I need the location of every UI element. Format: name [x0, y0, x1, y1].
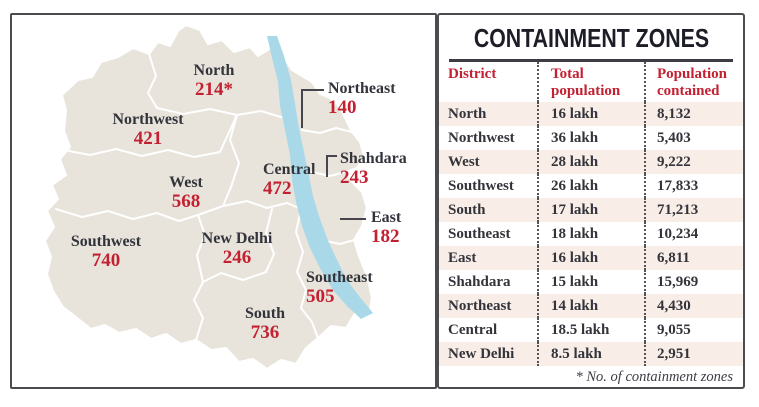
table-row-district: East [439, 246, 537, 270]
district-name: Northeast [328, 80, 396, 97]
zone-count: 736 [250, 322, 280, 343]
zone-count: 140 [328, 97, 357, 118]
table-row-contained: 10,234 [644, 222, 743, 246]
table-row-district: Northwest [448, 130, 515, 146]
table-footnote: * No. of containment zones [575, 369, 733, 385]
zone-count: 182 [371, 226, 400, 247]
table-row-total: 28 lakh [537, 150, 644, 174]
zone-count: 421 [133, 128, 163, 149]
table-row-district: New Delhi [439, 342, 537, 366]
district-name: West [169, 174, 203, 191]
table-row-contained: 17,833 [644, 174, 743, 198]
northeast-connector [301, 89, 324, 128]
district-name: Northwest [112, 111, 184, 128]
map-label-northeast: Northeast 140 [328, 80, 418, 118]
zone-count: 214* [195, 79, 233, 100]
title-rule [449, 59, 733, 62]
table-row-contained: 71,213 [644, 198, 743, 222]
table-row-total: 18.5 lakh [537, 318, 644, 342]
table-row-total: 16 lakh [537, 102, 644, 126]
district-name: Shahdara [340, 150, 407, 167]
shahdara-connector [326, 155, 337, 177]
table-row-contained: 6,811 [644, 246, 743, 270]
table-row-contained: 2,951 [644, 342, 743, 366]
table-row-contained: 8,132 [644, 102, 743, 126]
table-row-district: Southwest [448, 178, 514, 194]
map-label-new-delhi: New Delhi 246 [185, 230, 289, 268]
district-name: Southwest [70, 233, 142, 250]
zone-count: 472 [263, 178, 292, 199]
table-row-contained: 9,055 [644, 318, 743, 342]
table-row-contained: 5,403 [644, 126, 743, 150]
table-row-district: Central [448, 322, 498, 338]
table-row-total: 16 lakh [537, 246, 644, 270]
table-title: CONTAINMENT ZONES [473, 23, 709, 53]
table-row-contained: 9,222 [644, 150, 743, 174]
table-row-district: North [439, 102, 537, 126]
table-row-district: Northeast [439, 294, 537, 318]
table-row-district: Shahdara [448, 274, 511, 290]
table-row-district: South [439, 198, 537, 222]
table-row-total: 26 lakh [537, 174, 644, 198]
zone-count: 740 [91, 250, 121, 271]
containment-zones-table: District Total population Population con… [439, 62, 743, 366]
table-row-total: 14 lakh [537, 294, 644, 318]
table-row-total: 15 lakh [537, 270, 644, 294]
map-label-west: West 568 [136, 174, 236, 212]
zone-count: 568 [171, 191, 201, 212]
district-name: New Delhi [201, 230, 273, 247]
district-name: East [371, 209, 402, 226]
column-header-total-population: Total population [537, 62, 644, 102]
map-label-southeast: Southeast 505 [306, 269, 396, 307]
district-name: North [193, 62, 235, 79]
map-label-shahdara: Shahdara 243 [340, 150, 430, 188]
zone-count: 243 [340, 167, 369, 188]
zone-count: 246 [222, 247, 252, 268]
table-row-contained: 15,969 [644, 270, 743, 294]
table-row-district: West [439, 150, 537, 174]
containment-zones-table-panel: CONTAINMENT ZONES District Total populat… [437, 13, 745, 389]
table-row-contained: 4,430 [644, 294, 743, 318]
column-header-district: District [448, 66, 497, 82]
zone-count: 505 [306, 286, 335, 307]
map-label-central: Central 472 [263, 161, 353, 199]
district-borders [55, 53, 355, 341]
map-label-south: South 736 [215, 305, 315, 343]
table-row-total: 8.5 lakh [537, 342, 644, 366]
table-row-total: 36 lakh [537, 126, 644, 150]
district-name: South [244, 305, 286, 322]
district-name: Southeast [306, 269, 373, 286]
table-row-district: Southeast [448, 226, 511, 242]
district-name: Central [263, 161, 316, 178]
callout-connectors [301, 89, 366, 220]
map-label-north: North 214* [164, 62, 264, 100]
map-label-east: East 182 [371, 209, 431, 247]
table-row-total: 17 lakh [537, 198, 644, 222]
yamuna-river [267, 36, 373, 319]
column-header-population-contained: Population contained [644, 62, 743, 102]
map-label-southwest: Southwest 740 [50, 233, 162, 271]
map-label-northwest: Northwest 421 [98, 111, 198, 149]
table-row-total: 18 lakh [537, 222, 644, 246]
